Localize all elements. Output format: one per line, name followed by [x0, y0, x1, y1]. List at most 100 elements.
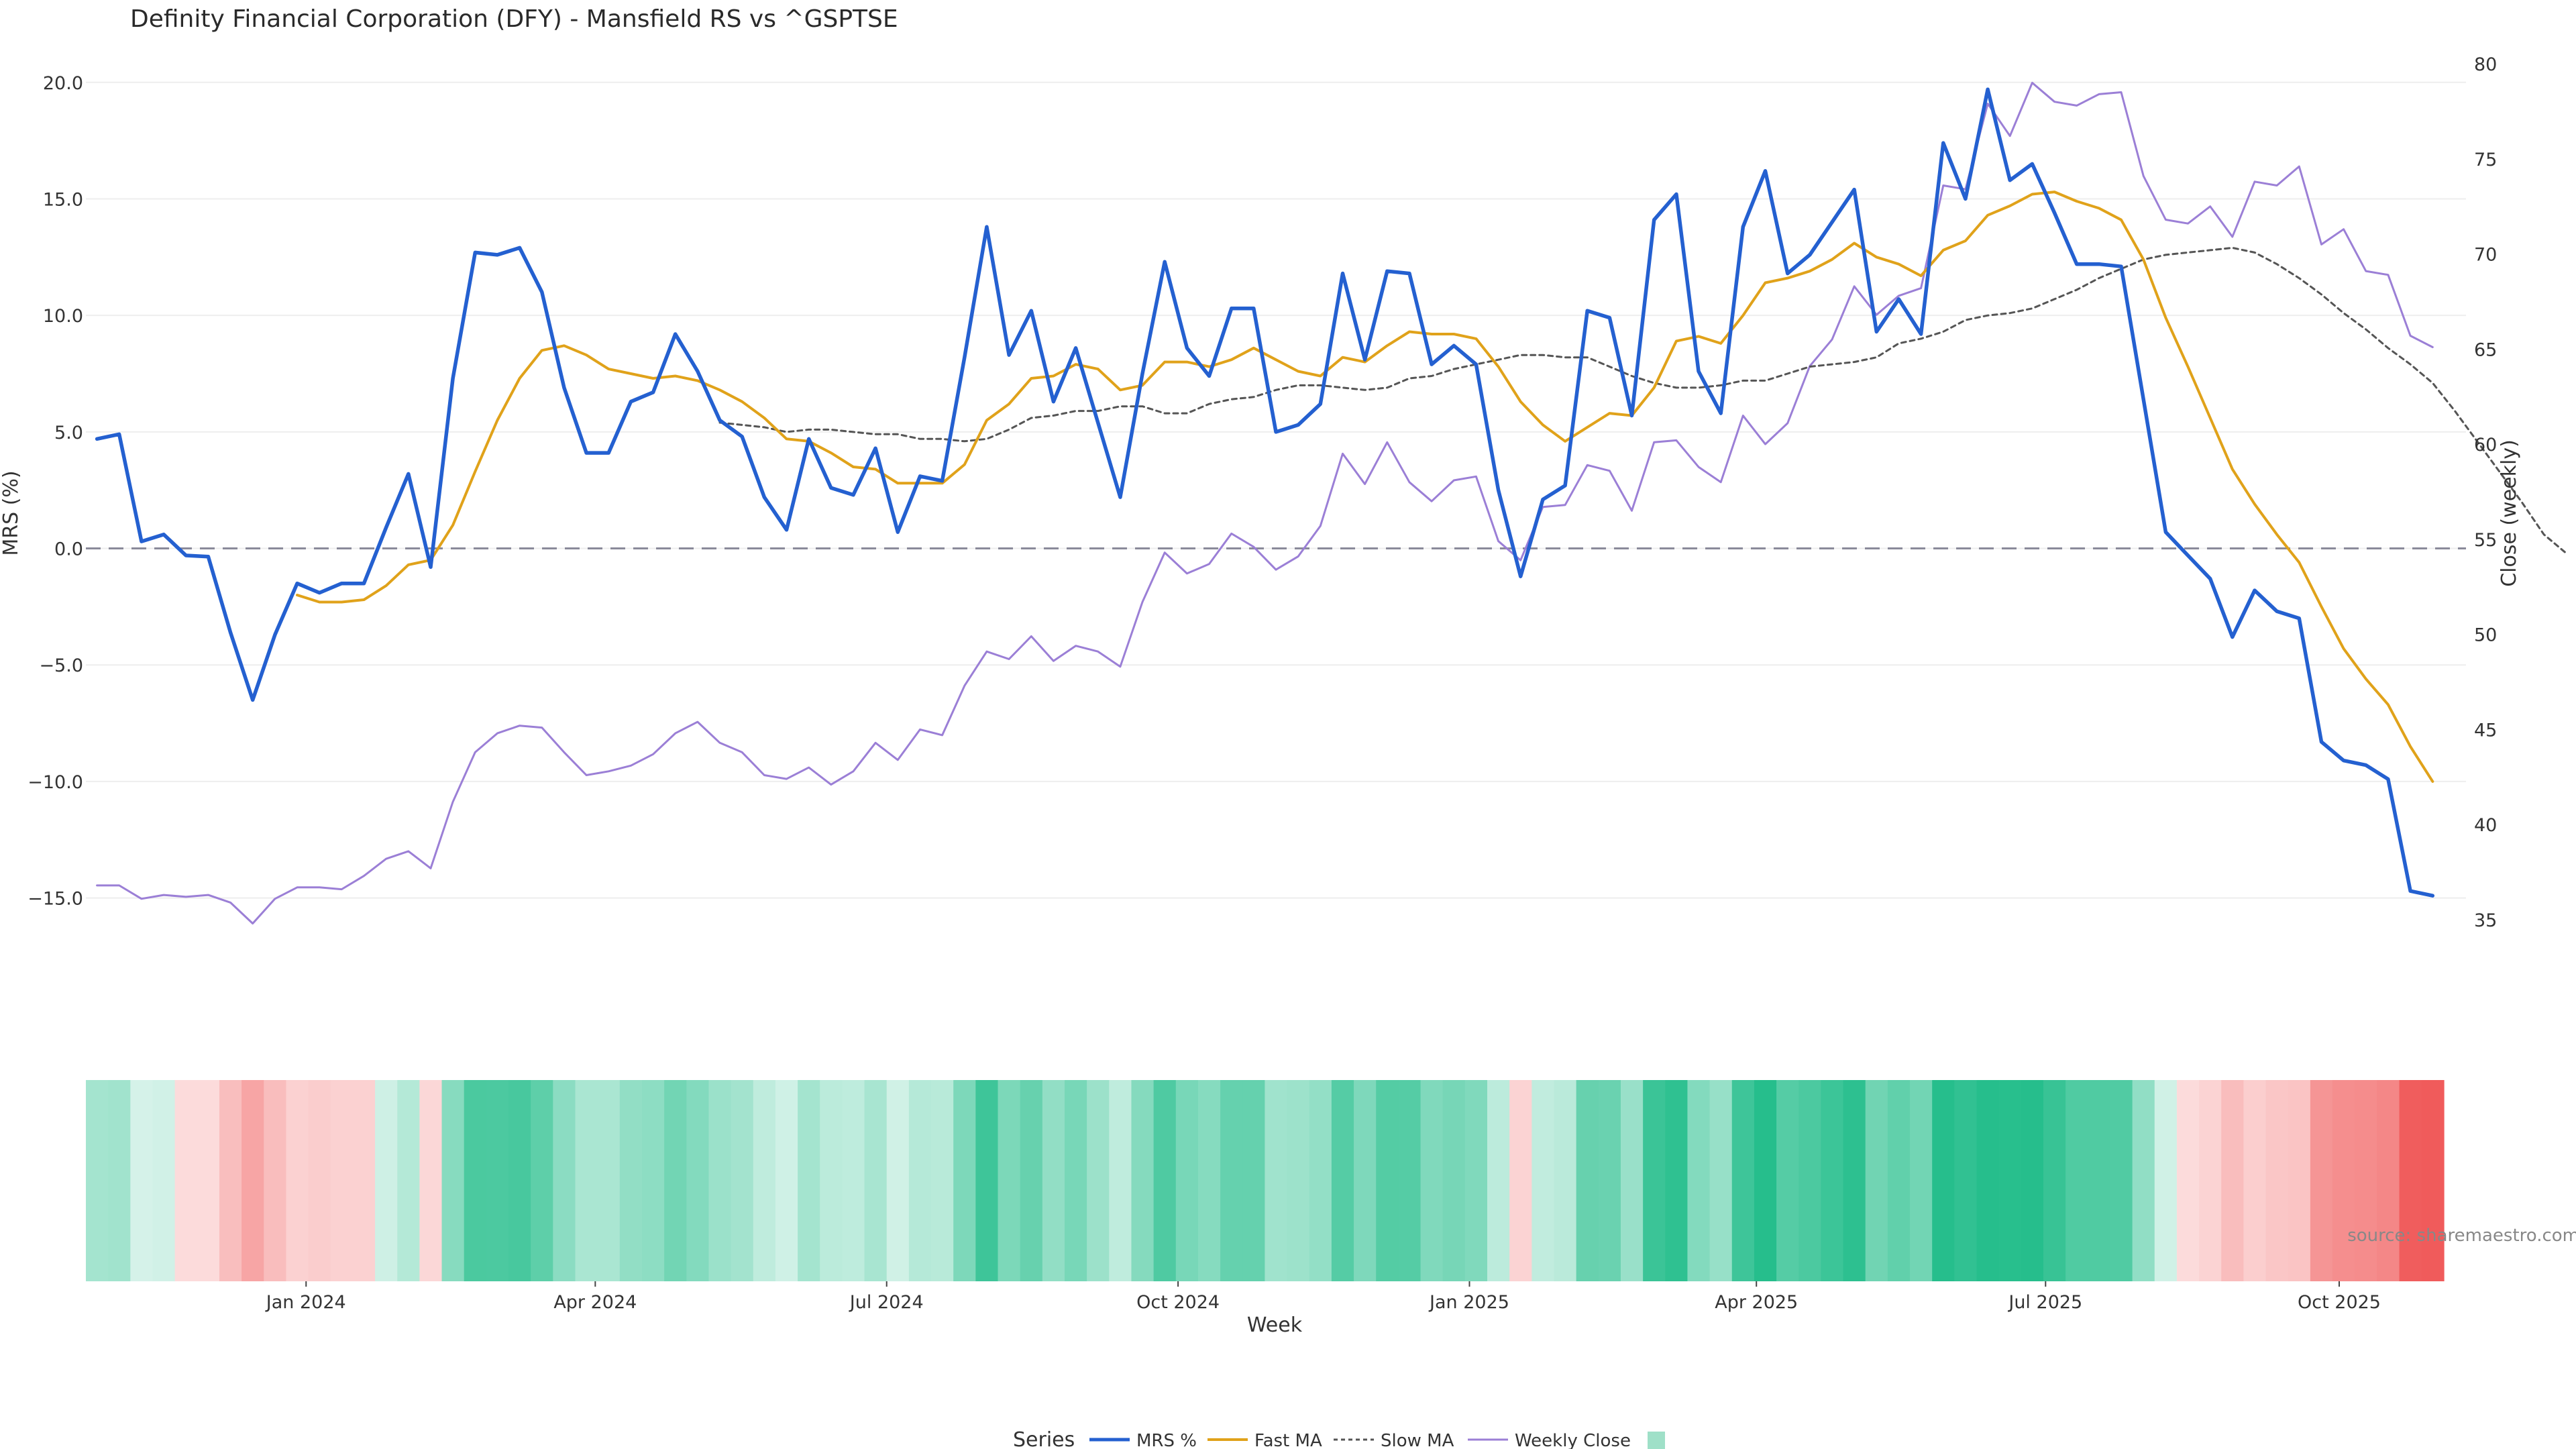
heatmap-cell [330, 1080, 354, 1281]
x-axis-label: Week [1247, 1313, 1303, 1337]
source-label: source: sharemaestro.com [2347, 1226, 2576, 1246]
heatmap-cell [864, 1080, 888, 1281]
heatmap-cell [508, 1080, 531, 1281]
y-left-tick-label: 10.0 [43, 306, 83, 327]
legend: Series MRS % Fast MA Slow MA Weekly Clos… [1013, 1428, 1665, 1449]
heatmap-cell [2088, 1080, 2111, 1281]
heatmap-cell [1976, 1080, 2000, 1281]
heatmap-cell [2355, 1080, 2378, 1281]
heatmap-cell [1331, 1080, 1354, 1281]
heatmap-cell [419, 1080, 443, 1281]
chart-title: Definity Financial Corporation (DFY) - M… [130, 5, 898, 33]
heatmap-cell [1309, 1080, 1332, 1281]
y-right-tick-label: 55 [2474, 530, 2497, 551]
y-left-tick-label: −5.0 [39, 655, 83, 676]
y-right-tick-label: 80 [2474, 54, 2497, 75]
heatmap-cell [798, 1080, 821, 1281]
mrs-line [95, 87, 2435, 898]
heatmap-cell [1109, 1080, 1132, 1281]
heatmap-cell [486, 1080, 509, 1281]
y-right-tick-label: 75 [2474, 150, 2497, 170]
heatmap-cell [2399, 1080, 2422, 1281]
heatmap-cell [1376, 1080, 1399, 1281]
heatmap-cell [1843, 1080, 1866, 1281]
x-tick-label: Jan 2025 [1428, 1292, 1509, 1313]
heatmap-cell [1554, 1080, 1577, 1281]
heatmap-cell [775, 1080, 798, 1281]
heatmap-cell [1865, 1080, 1888, 1281]
heatmap-cell [2221, 1080, 2245, 1281]
axes: 20.0 15.0 10.0 5.0 0.0 −5.0 −10.0 −15.0 80 75 70 65… [28, 54, 2497, 1313]
heatmap-cell [1776, 1080, 1800, 1281]
x-tick-label: Oct 2025 [2298, 1292, 2381, 1313]
heatmap-cell [1442, 1080, 1466, 1281]
x-tick-label: Apr 2025 [1715, 1292, 1798, 1313]
heatmap-cell [2176, 1080, 2200, 1281]
y-axis-label-right: Close (weekly) [2498, 439, 2521, 587]
heatmap-cell [641, 1080, 665, 1281]
heatmap-cell [975, 1080, 999, 1281]
y-right-tick-label: 70 [2474, 245, 2497, 266]
heatmap-cell [619, 1080, 643, 1281]
heatmap-cell [197, 1080, 220, 1281]
heatmap-cell [86, 1080, 109, 1281]
heatmap-cell [2377, 1080, 2400, 1281]
heatmap-cell [531, 1080, 554, 1281]
heatmap-cell [1131, 1080, 1155, 1281]
heatmap-cell [2132, 1080, 2155, 1281]
heatmap-cell [1220, 1080, 1244, 1281]
legend-fast-ma-label: Fast MA [1254, 1431, 1322, 1449]
heatmap-cell [1665, 1080, 1688, 1281]
heatmap-cell [130, 1080, 154, 1281]
fast-ma-line [296, 191, 2434, 783]
heatmap-cell [2332, 1080, 2356, 1281]
legend-weekly-close-label: Weekly Close [1515, 1431, 1631, 1449]
heatmap-cell [1153, 1080, 1177, 1281]
heatmap-cell [1398, 1080, 1421, 1281]
heatmap-cell [2065, 1080, 2089, 1281]
heatmap-cell [1242, 1080, 1266, 1281]
legend-slow-ma-label: Slow MA [1381, 1431, 1454, 1449]
heatmap-cell [308, 1080, 331, 1281]
heatmap-cell [1509, 1080, 1533, 1281]
heatmap-cell [1731, 1080, 1755, 1281]
heatmap-cell [2199, 1080, 2222, 1281]
heatmap-cell [931, 1080, 954, 1281]
y-left-tick-label: 0.0 [54, 539, 83, 560]
heatmap-cell [1754, 1080, 1777, 1281]
y-left-tick-label: −15.0 [28, 889, 83, 910]
heatmap-cell [108, 1080, 131, 1281]
legend-heatmap-swatch [1648, 1432, 1665, 1449]
legend-title: Series [1013, 1428, 1075, 1449]
y-left-tick-label: 15.0 [43, 189, 83, 210]
heatmap-cell [753, 1080, 776, 1281]
mrs-heatmap [86, 1080, 2445, 1281]
heatmap-cell [2043, 1080, 2066, 1281]
heatmap-cell [2421, 1080, 2445, 1281]
heatmap-cell [1464, 1080, 1488, 1281]
series-lines [95, 81, 2567, 925]
y-right-tick-label: 65 [2474, 339, 2497, 360]
heatmap-cell [1064, 1080, 1087, 1281]
heatmap-cell [553, 1080, 576, 1281]
y-right-tick-label: 40 [2474, 815, 2497, 836]
heatmap-cell [174, 1080, 198, 1281]
x-tick-label: Jan 2024 [265, 1292, 346, 1313]
heatmap-cell [152, 1080, 176, 1281]
x-tick-label: Jul 2025 [2007, 1292, 2082, 1313]
heatmap-cell [2310, 1080, 2333, 1281]
heatmap-cell [686, 1080, 710, 1281]
heatmap-cell [1042, 1080, 1065, 1281]
heatmap-cell [1020, 1080, 1043, 1281]
heatmap-cell [575, 1080, 598, 1281]
y-right-tick-label: 50 [2474, 625, 2497, 646]
slow-ma-line [718, 246, 2567, 554]
y-right-tick-label: 60 [2474, 435, 2497, 455]
x-tick-label: Apr 2024 [553, 1292, 637, 1313]
heatmap-cell [1576, 1080, 1599, 1281]
heatmap-cell [998, 1080, 1021, 1281]
y-left-tick-label: 5.0 [54, 423, 83, 443]
heatmap-cell [1998, 1080, 2022, 1281]
heatmap-cell [1487, 1080, 1510, 1281]
